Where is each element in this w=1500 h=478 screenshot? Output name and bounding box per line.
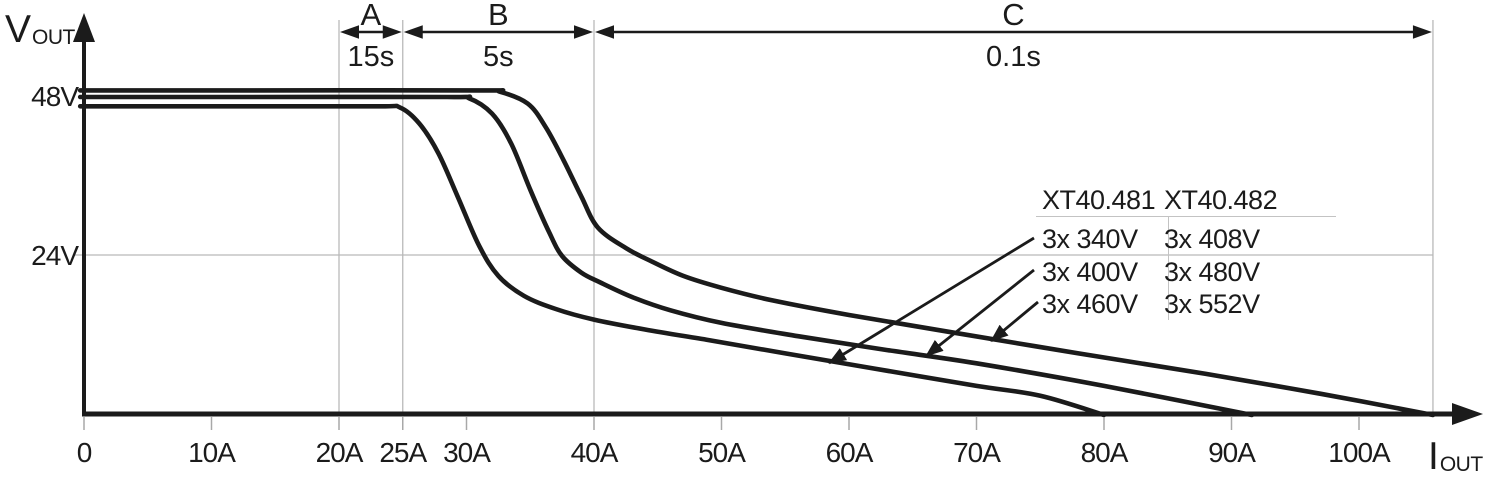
legend-value: 3x 340V [1042, 224, 1138, 254]
legend-leader-arrow-row-1 [925, 268, 1035, 358]
region-time-label: 5s [483, 41, 514, 73]
legend-value: 3x 460V [1042, 289, 1138, 319]
dimension-arrowhead-right [574, 25, 593, 39]
y-tick-label: 48V [31, 81, 79, 112]
dimension-arrowhead-left [403, 25, 423, 39]
x-axis-title: I OUT [1428, 437, 1483, 476]
x-tick-label: 50A [698, 437, 746, 468]
dimension-region-C: C 0.1s [595, 0, 1432, 73]
legend-value: 3x 408V [1164, 224, 1260, 254]
region-label: B [488, 0, 509, 32]
axis-ticks-layer: 0 10A 20A 25A 30A 40A 50A 60A 70A 80A 90A 100A 48V 24… [31, 81, 1392, 468]
x-axis-title-sub: OUT [1439, 453, 1483, 476]
dimension-arrowhead-left [340, 25, 359, 39]
curve-3x-460v-3x-552v [77, 88, 1436, 418]
legend-column-divider [1168, 216, 1169, 320]
x-tick-label: 100A [1328, 437, 1391, 468]
y-axis-title: V OUT [5, 10, 75, 49]
dimension-region-A: A 15s [340, 0, 402, 73]
x-tick-label: 80A [1081, 437, 1129, 468]
x-tick-label: 70A [953, 437, 1001, 468]
legend-leader-arrow-row-2 [990, 300, 1039, 343]
x-tick-label: 25A [379, 437, 427, 468]
x-tick-label: 0 [77, 437, 92, 468]
x-axis-arrowhead [1452, 403, 1483, 425]
x-tick-label: 90A [1208, 437, 1256, 468]
y-axis-arrowhead [73, 13, 95, 42]
curve-3x-340v-3x-408v [77, 103, 1107, 418]
legend-value: 3x 400V [1042, 257, 1138, 287]
x-tick-label: 60A [826, 437, 874, 468]
x-tick-label: 10A [188, 437, 236, 468]
legend-header-model-1: XT40.481 [1042, 185, 1156, 215]
dimension-arrowhead-right [1412, 25, 1432, 39]
axes [73, 13, 1483, 425]
legend-value: 3x 552V [1164, 289, 1260, 319]
dimension-arrowhead-left [595, 25, 614, 39]
y-axis-title-main: V [5, 8, 31, 51]
region-label: C [1002, 0, 1024, 32]
legend-header-underline [1036, 216, 1336, 217]
region-label: A [361, 0, 382, 32]
legend-value: 3x 480V [1164, 257, 1260, 287]
x-axis-title-main: I [1428, 435, 1439, 478]
legend-leader-arrows-layer [828, 236, 1039, 365]
legend: XT40.481 XT40.482 3x 340V 3x 408V 3x 400… [1030, 183, 1342, 323]
dimension-region-B: B 5s [403, 0, 593, 73]
curves-layer [77, 88, 1436, 418]
region-time-label: 0.1s [986, 41, 1041, 73]
x-tick-label: 20A [316, 437, 364, 468]
x-tick-label: 40A [571, 437, 619, 468]
x-tick-label: 30A [443, 437, 491, 468]
region-time-label: 15s [347, 41, 394, 73]
legend-header-model-2: XT40.482 [1164, 185, 1278, 215]
legend-leader-arrow-row-0 [828, 236, 1035, 365]
curve-3x-400v-3x-480v [77, 94, 1255, 418]
gridlines-layer [74, 20, 1434, 414]
y-axis-title-sub: OUT [32, 26, 75, 49]
dimension-regions-layer: A 15s B 5s C 0.1s [340, 0, 1432, 73]
dimension-arrowhead-right [382, 25, 402, 39]
y-tick-label: 24V [31, 240, 79, 271]
